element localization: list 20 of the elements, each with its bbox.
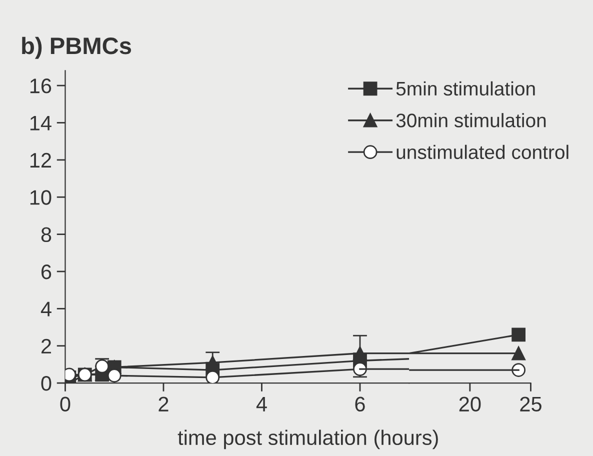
legend-label: 5min stimulation — [396, 81, 535, 96]
x-tick-label: 25 — [520, 396, 542, 412]
legend-label: unstimulated control — [396, 144, 568, 160]
legend-label: 30min stimulation — [396, 113, 546, 128]
y-tick-label: 6 — [42, 264, 52, 280]
x-tick-label: 4 — [256, 397, 267, 412]
y-tick-label: 0 — [41, 376, 52, 391]
x-tick-label: 0 — [60, 396, 70, 412]
x-axis-title: time post stimulation (hours) — [178, 430, 438, 450]
y-tick-label: 10 — [30, 190, 52, 205]
y-tick-label: 14 — [30, 116, 52, 130]
y-tick-label: 2 — [42, 338, 51, 354]
y-tick-label: 16 — [30, 78, 52, 94]
x-tick-label: 2 — [158, 396, 168, 412]
y-tick-label: 8 — [41, 227, 52, 242]
x-tick-label: 20 — [459, 396, 481, 412]
y-tick-label: 4 — [40, 302, 52, 316]
x-tick-label: 6 — [355, 396, 365, 412]
y-tick-label: 12 — [30, 152, 51, 168]
chart-title: b) PBMCs — [22, 36, 132, 59]
